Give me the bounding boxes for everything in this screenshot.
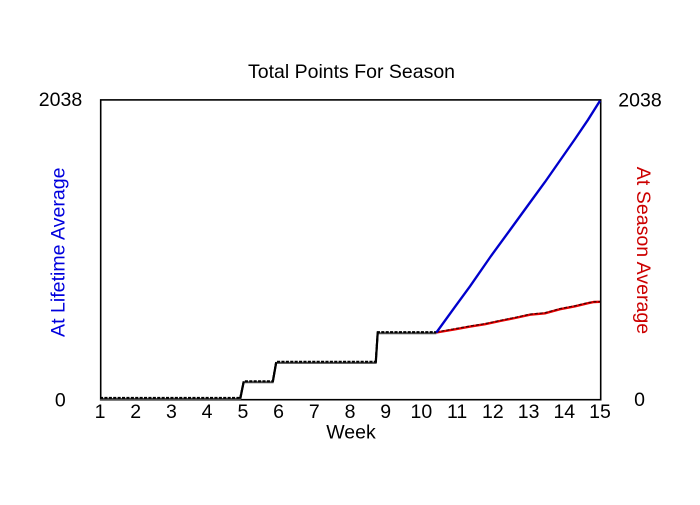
svg-text:7: 7	[309, 401, 320, 423]
svg-text:At Lifetime Average: At Lifetime Average	[48, 167, 70, 337]
svg-text:10: 10	[411, 401, 433, 423]
svg-text:11: 11	[447, 401, 467, 423]
svg-text:15: 15	[589, 401, 611, 423]
svg-text:Total Points For Season: Total Points For Season	[248, 61, 455, 83]
svg-text:0: 0	[55, 390, 66, 412]
svg-text:2: 2	[130, 401, 141, 423]
svg-text:3: 3	[166, 401, 177, 423]
svg-text:12: 12	[482, 401, 504, 423]
svg-text:At Season Average: At Season Average	[632, 167, 654, 335]
svg-text:8: 8	[345, 401, 356, 423]
svg-text:Week: Week	[326, 422, 376, 444]
svg-text:5: 5	[237, 401, 248, 423]
svg-text:14: 14	[553, 401, 575, 423]
svg-text:13: 13	[518, 401, 540, 423]
svg-text:4: 4	[202, 401, 213, 423]
svg-text:0: 0	[634, 389, 645, 411]
svg-text:1: 1	[95, 401, 106, 423]
svg-text:6: 6	[273, 401, 284, 423]
svg-text:2038: 2038	[618, 90, 661, 112]
svg-text:9: 9	[380, 401, 391, 423]
svg-text:2038: 2038	[39, 89, 82, 111]
